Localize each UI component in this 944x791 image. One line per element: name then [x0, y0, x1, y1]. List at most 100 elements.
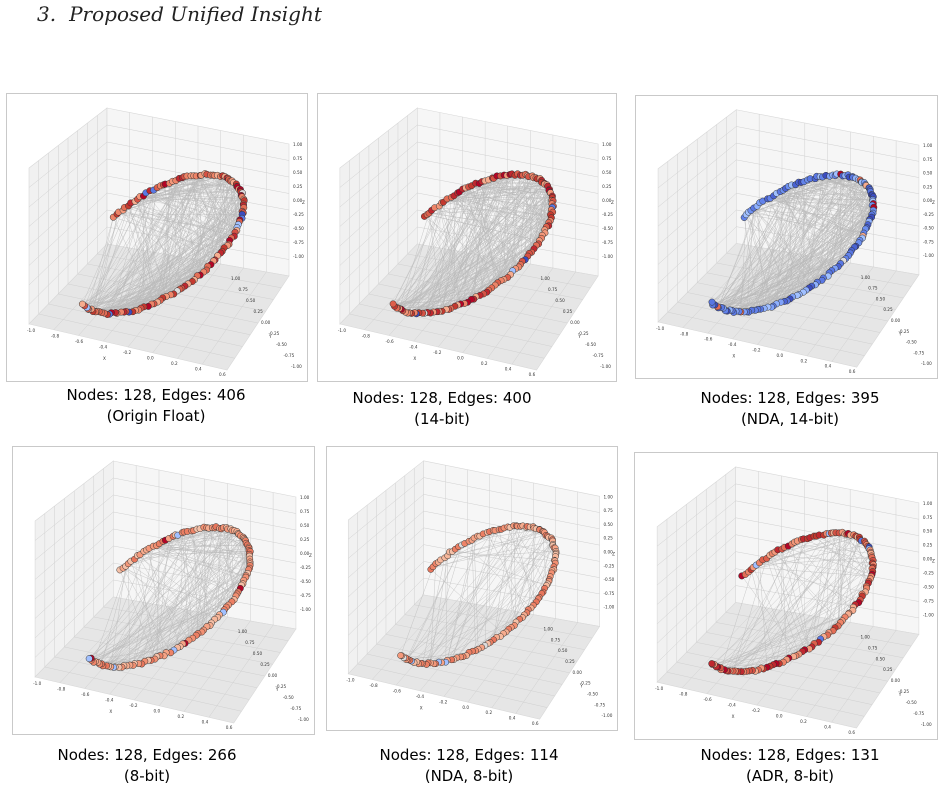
x-tick-label: -0.8 [362, 334, 371, 339]
z-tick-label: 0.75 [300, 509, 310, 514]
z-tick-label: 1.00 [300, 495, 310, 500]
z-tick-label: 0.75 [923, 515, 933, 520]
caption-line2: (Origin Float) [106, 407, 206, 425]
z-tick-label: 1.00 [923, 143, 933, 148]
y-tick-label: 0.25 [565, 659, 575, 664]
y-tick-label: 1.00 [544, 626, 554, 631]
x-axis-label: X [103, 356, 106, 361]
z-tick-label: 0.00 [923, 557, 933, 562]
y-tick-label: 0.00 [891, 318, 901, 323]
x-tick-label: -0.2 [433, 350, 442, 355]
x-tick-label: -1.0 [656, 326, 665, 331]
x-tick-label: 0.0 [776, 353, 783, 358]
graph-plot: 1.000.750.500.250.00-0.25-0.50-0.75-1.00… [338, 107, 614, 377]
y-tick-label: -1.00 [921, 722, 932, 727]
y-tick-label: -0.25 [898, 329, 909, 334]
y-tick-label: -1.00 [298, 717, 309, 722]
y-tick-label: 1.00 [238, 629, 248, 634]
graph-plot: 1.000.750.500.250.00-0.25-0.50-0.75-1.00… [33, 460, 312, 730]
graph-plot: 1.000.750.500.250.00-0.25-0.50-0.75-1.00… [27, 107, 305, 377]
graph-nodes [85, 523, 254, 671]
z-tick-label: -0.75 [293, 240, 304, 245]
z-tick-label: -0.50 [923, 585, 934, 590]
x-tick-label: -0.6 [703, 697, 712, 702]
graph-node [389, 300, 397, 308]
z-tick-label: -0.25 [300, 565, 311, 570]
y-tick-label: 0.75 [868, 645, 878, 650]
section-number: 3. [37, 2, 57, 26]
z-tick-label: 0.25 [602, 184, 612, 189]
z-tick-label: -0.50 [603, 577, 614, 582]
z-tick-label: 1.00 [293, 142, 303, 147]
graph-panel-14bit: 1.00 0.75 0.50 0.25 0.00 -0.25 -0.50 -0.75 -1.00… [317, 93, 617, 382]
z-tick-label: 0.25 [300, 537, 310, 542]
x-tick-label: -0.4 [99, 345, 108, 350]
z-tick-label: -1.00 [923, 612, 934, 617]
z-tick-label: 0.75 [603, 508, 613, 513]
x-tick-label: 0.4 [195, 367, 202, 372]
y-tick-label: -0.75 [593, 353, 604, 358]
caption-line2: (ADR, 8-bit) [745, 767, 834, 785]
z-tick-label: -1.00 [603, 605, 614, 610]
z-tick-label: 0.50 [293, 170, 303, 175]
z-tick-label: 0.75 [923, 157, 933, 162]
z-tick-label: 0.50 [923, 529, 933, 534]
z-tick-label: -0.25 [602, 212, 613, 217]
x-tick-label: -0.4 [728, 342, 737, 347]
y-tick-label: 0.75 [548, 287, 558, 292]
x-tick-label: 0.2 [801, 358, 808, 363]
caption-line2: (14-bit) [414, 410, 470, 428]
caption-14bit: Nodes: 128, Edges: 400 (14-bit) [312, 388, 572, 430]
graph-edges [400, 525, 557, 665]
y-tick-label: -0.25 [269, 331, 280, 336]
y-tick-label: 1.00 [860, 634, 870, 639]
x-tick-label: -1.0 [27, 328, 36, 333]
axis-tick-labels: 1.000.750.500.250.00-0.25-0.50-0.75-1.00… [656, 143, 935, 374]
y-tick-label: 1.00 [231, 276, 241, 281]
y-tick-label: -0.75 [594, 702, 605, 707]
graph-nodes [708, 528, 877, 676]
caption-line2: (NDA, 14-bit) [740, 410, 840, 428]
graph-panel-adr-8bit: 1.00 0.75 0.50 0.25 0.00 -0.25 -0.50 -0.75 -1.00… [634, 452, 938, 740]
floor [339, 243, 599, 371]
z-tick-label: 1.00 [602, 142, 612, 147]
y-axis-label: Y [275, 687, 279, 692]
z-tick-label: -1.00 [300, 607, 311, 612]
x-tick-label: 0.6 [226, 725, 233, 730]
z-tick-label: -0.75 [603, 591, 614, 596]
graph-nodes [389, 170, 557, 318]
z-tick-label: 1.00 [603, 494, 613, 499]
x-tick-label: -0.2 [129, 703, 138, 708]
y-axis-label: Y [579, 684, 583, 689]
y-tick-label: 0.50 [876, 656, 886, 661]
x-tick-label: -1.0 [338, 328, 347, 333]
y-tick-label: -1.00 [921, 361, 932, 366]
z-tick-label: 0.00 [300, 551, 310, 556]
graph-node [78, 300, 86, 308]
x-tick-label: 0.2 [800, 719, 807, 724]
x-tick-label: 0.0 [147, 356, 154, 361]
y-tick-label: 1.00 [861, 275, 871, 280]
graph-nodes [397, 522, 560, 668]
grid-lines [348, 465, 600, 714]
x-tick-label: -1.0 [346, 678, 355, 683]
x-tick-label: 0.2 [481, 361, 488, 366]
section-title: Proposed Unified Insight [69, 2, 322, 26]
x-tick-label: -0.4 [728, 703, 737, 708]
z-tick-label: 0.50 [602, 170, 612, 175]
y-tick-label: 0.25 [260, 662, 270, 667]
x-tick-label: 0.2 [178, 714, 185, 719]
graph-node [708, 298, 716, 306]
graph-panel-nda-14bit: 1.00 0.75 0.50 0.25 0.00 -0.25 -0.50 -0.75 -1.00… [635, 95, 938, 379]
x-tick-label: -0.6 [81, 692, 90, 697]
graph-panel-origin-float: 1.00 0.75 0.50 0.25 0.00 -0.25 -0.50 -0.75 -1.00… [6, 93, 308, 382]
axis-tick-labels: 1.000.750.500.250.00-0.25-0.50-0.75-1.00… [27, 142, 305, 377]
y-tick-label: -1.00 [291, 364, 302, 369]
z-tick-label: 0.50 [300, 523, 310, 528]
z-tick-label: 1.00 [923, 501, 933, 506]
caption-line1: Nodes: 128, Edges: 131 [700, 746, 880, 764]
x-tick-label: 0.4 [825, 364, 832, 369]
x-tick-label: 0.4 [202, 720, 209, 725]
caption-8bit: Nodes: 128, Edges: 266 (8-bit) [17, 745, 277, 787]
y-tick-label: -0.50 [906, 700, 917, 705]
